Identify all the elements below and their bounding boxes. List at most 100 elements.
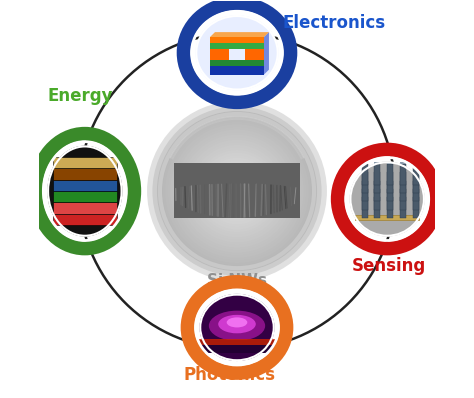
Bar — [387, 162, 393, 164]
Bar — [210, 43, 264, 49]
Bar — [413, 197, 419, 218]
Bar — [53, 203, 117, 214]
Circle shape — [163, 117, 311, 265]
Bar — [362, 197, 368, 218]
Circle shape — [181, 135, 293, 248]
Circle shape — [196, 150, 278, 232]
Bar — [387, 195, 393, 197]
Circle shape — [178, 132, 296, 250]
Bar — [387, 189, 393, 209]
Circle shape — [221, 176, 253, 207]
Bar — [400, 187, 406, 189]
Bar — [200, 340, 274, 353]
Bar — [362, 189, 368, 209]
Bar — [200, 339, 274, 345]
Bar — [400, 172, 406, 193]
Circle shape — [214, 168, 260, 214]
Bar — [400, 164, 406, 185]
Circle shape — [206, 160, 268, 222]
Circle shape — [219, 173, 255, 209]
Bar — [362, 172, 368, 193]
Polygon shape — [264, 32, 269, 74]
Circle shape — [173, 127, 301, 256]
Ellipse shape — [218, 315, 256, 334]
Bar — [374, 197, 381, 218]
Bar — [413, 164, 419, 185]
Bar — [362, 170, 368, 172]
Bar — [245, 49, 264, 60]
Circle shape — [183, 137, 291, 245]
Bar — [210, 66, 264, 74]
Circle shape — [204, 158, 270, 224]
Circle shape — [227, 181, 247, 201]
Bar — [210, 37, 264, 43]
Circle shape — [168, 122, 306, 260]
Bar — [387, 197, 393, 218]
Bar — [387, 181, 393, 201]
Bar — [362, 181, 368, 201]
Bar — [53, 180, 117, 191]
Ellipse shape — [350, 162, 425, 236]
Bar — [400, 197, 406, 218]
Bar — [400, 170, 406, 172]
Bar — [400, 189, 406, 209]
Bar — [387, 187, 393, 189]
Circle shape — [229, 183, 245, 199]
Circle shape — [201, 155, 273, 227]
Bar — [413, 172, 419, 193]
Text: Si NWs: Si NWs — [207, 273, 267, 287]
Circle shape — [199, 152, 275, 230]
Circle shape — [232, 186, 242, 196]
Bar — [400, 195, 406, 197]
Bar — [174, 162, 300, 218]
Ellipse shape — [195, 15, 279, 90]
Circle shape — [217, 171, 257, 212]
Circle shape — [160, 114, 314, 268]
Bar — [400, 181, 406, 201]
Bar — [374, 162, 381, 164]
Bar — [362, 178, 368, 181]
Bar — [210, 49, 229, 60]
Bar — [374, 164, 381, 185]
Bar — [413, 178, 419, 181]
Circle shape — [170, 124, 304, 258]
Bar — [374, 172, 381, 193]
Circle shape — [193, 147, 281, 235]
Bar — [387, 172, 393, 193]
Circle shape — [224, 178, 250, 204]
Bar — [413, 181, 419, 201]
Ellipse shape — [209, 311, 265, 341]
Circle shape — [209, 163, 265, 219]
Bar — [387, 178, 393, 181]
Bar — [413, 195, 419, 197]
Bar — [53, 157, 117, 168]
Circle shape — [235, 189, 239, 194]
Text: Electronics: Electronics — [283, 14, 385, 32]
Bar — [374, 178, 381, 181]
Bar — [362, 162, 368, 164]
Bar — [374, 170, 381, 172]
Circle shape — [175, 129, 299, 253]
Bar — [400, 162, 406, 164]
Bar — [413, 189, 419, 209]
Bar — [374, 195, 381, 197]
Bar — [413, 170, 419, 172]
Bar — [53, 214, 117, 225]
Bar — [210, 60, 264, 66]
Bar — [374, 189, 381, 209]
Circle shape — [186, 140, 288, 242]
Bar — [53, 168, 117, 180]
Bar — [374, 187, 381, 189]
Text: Photonics: Photonics — [183, 366, 276, 384]
Text: Energy: Energy — [47, 87, 113, 105]
Bar — [362, 187, 368, 189]
Bar — [356, 215, 419, 220]
Circle shape — [191, 145, 283, 237]
Bar — [387, 170, 393, 172]
Bar — [53, 191, 117, 203]
Bar — [362, 195, 368, 197]
Bar — [374, 181, 381, 201]
Bar — [362, 164, 368, 185]
Ellipse shape — [47, 146, 122, 236]
Polygon shape — [210, 32, 269, 37]
